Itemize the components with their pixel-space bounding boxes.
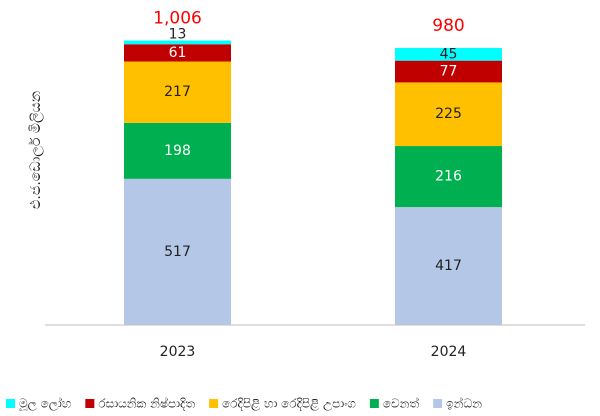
legend-swatch xyxy=(433,399,443,408)
bar-segment xyxy=(124,61,231,123)
data-label: 45 xyxy=(440,46,458,62)
legend-label: වෙනත් xyxy=(383,396,420,410)
bar-segment xyxy=(395,207,502,325)
data-label: 225 xyxy=(435,106,462,122)
data-label: 61 xyxy=(169,45,187,61)
data-label: 77 xyxy=(440,64,458,80)
total-label: 1,006 xyxy=(153,9,202,29)
data-label: 13 xyxy=(169,27,187,43)
bar-segment xyxy=(124,44,231,62)
legend-swatch xyxy=(85,399,95,408)
x-tick-label: 2023 xyxy=(160,344,196,360)
legend-label: රසායනික නිෂ්පාදිත xyxy=(98,396,195,410)
bar-segment xyxy=(124,122,231,179)
legend-swatch xyxy=(209,399,219,408)
bar-segment xyxy=(395,146,502,208)
bar-segment xyxy=(395,82,502,147)
legend-label: ඉන්ධන xyxy=(446,396,482,410)
bar-segment xyxy=(395,47,502,61)
legend-swatch xyxy=(369,399,379,408)
legend-swatch xyxy=(6,399,15,408)
bar-segment xyxy=(124,40,231,45)
x-tick-label: 2024 xyxy=(431,344,467,360)
legend-label: මූල ලෝහ xyxy=(19,397,72,412)
data-label: 217 xyxy=(164,84,191,100)
data-label: 517 xyxy=(164,244,191,260)
y-axis-label: එ.ජ.ඩොලර් මිලියන xyxy=(28,91,44,209)
bar-segment xyxy=(395,60,502,83)
legend-label: රෙදිපිළි හා රෙදිපිළි උපාංග xyxy=(222,397,356,412)
data-label: 417 xyxy=(435,258,462,274)
bar-segment xyxy=(124,178,231,325)
data-label: 198 xyxy=(164,143,191,159)
total-label: 980 xyxy=(432,16,464,36)
data-label: 216 xyxy=(435,169,462,185)
